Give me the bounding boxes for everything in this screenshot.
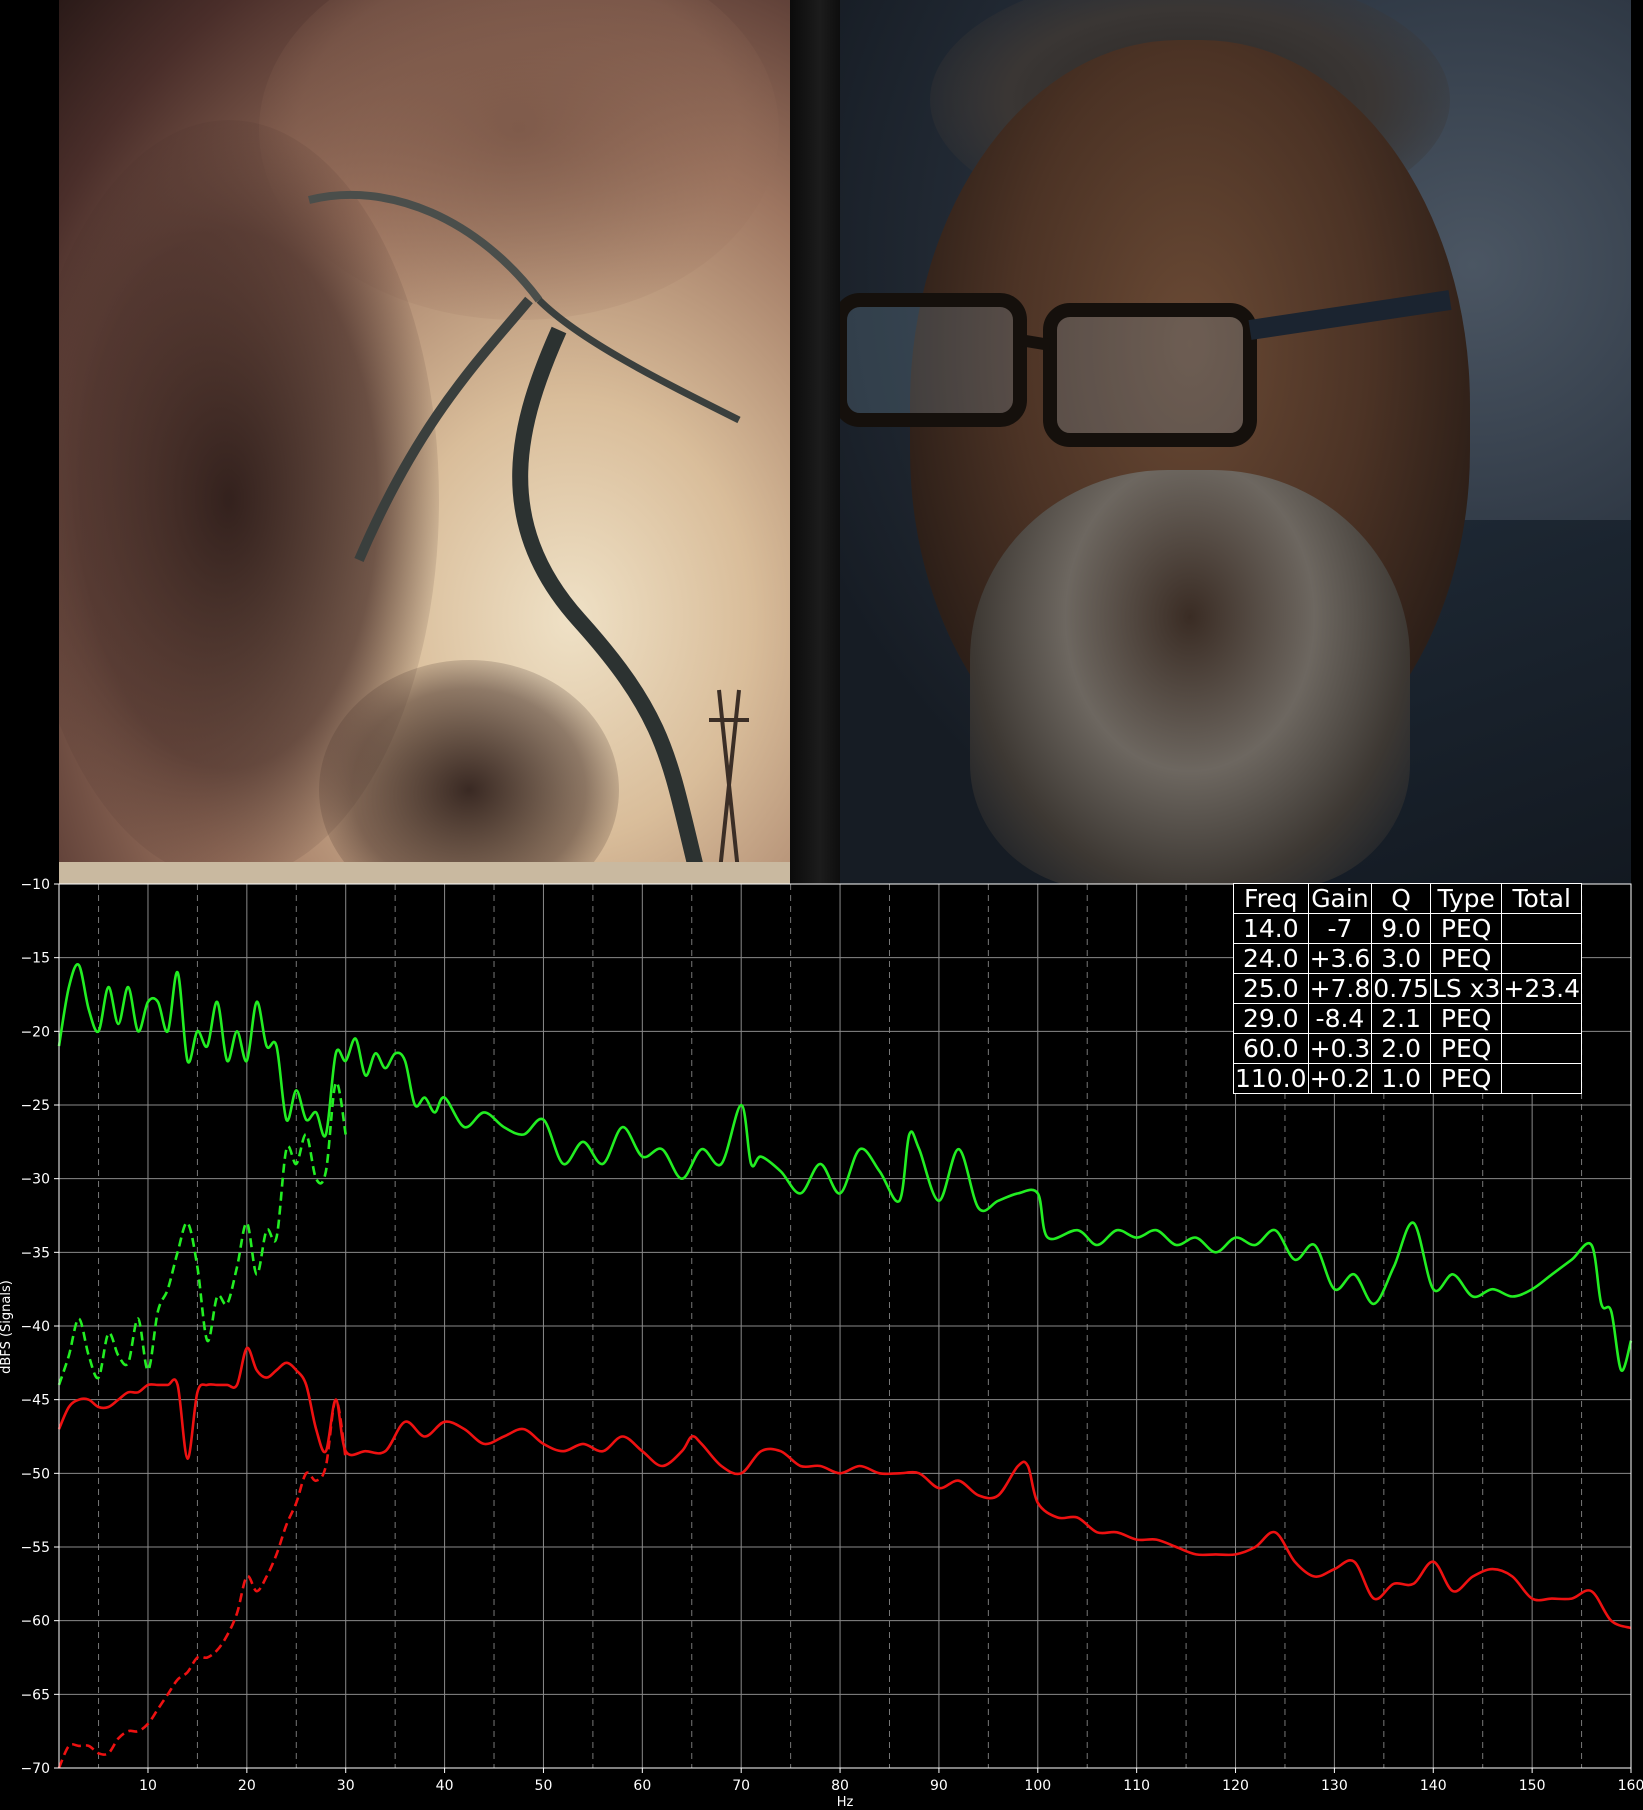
cell-total <box>1501 913 1583 944</box>
x-tick-label: 70 <box>732 1778 750 1794</box>
header-total: Total <box>1501 883 1583 914</box>
cell-type: PEQ <box>1429 913 1503 944</box>
x-tick-label: 150 <box>1519 1778 1546 1794</box>
table-row: 29.0 -8.4 2.1 PEQ <box>1233 1003 1583 1034</box>
x-tick-label: 60 <box>633 1778 651 1794</box>
cell-gain: -8.4 <box>1307 1003 1373 1034</box>
x-axis-label: Hz <box>837 1795 854 1810</box>
cell-type: LS x3 <box>1429 973 1503 1004</box>
y-tick-label: −65 <box>20 1687 50 1703</box>
table-row: 60.0 +0.3 2.0 PEQ <box>1233 1033 1583 1064</box>
smoke-tripod-photo <box>59 0 790 884</box>
cell-freq: 29.0 <box>1233 1003 1309 1034</box>
y-tick-label: −40 <box>20 1319 50 1335</box>
cell-freq: 60.0 <box>1233 1033 1309 1064</box>
series-lines <box>57 963 1633 1769</box>
cell-freq: 14.0 <box>1233 913 1309 944</box>
x-tick-label: 30 <box>337 1778 355 1794</box>
cell-total <box>1501 1003 1583 1034</box>
y-tick-label: −15 <box>20 951 50 967</box>
header-freq: Freq <box>1233 883 1309 914</box>
x-tick-label: 20 <box>238 1778 256 1794</box>
header-q: Q <box>1371 883 1431 914</box>
x-tick-label: 40 <box>436 1778 454 1794</box>
cell-q: 2.0 <box>1371 1033 1431 1064</box>
x-tick-label: 110 <box>1123 1778 1150 1794</box>
table-row: 25.0 +7.8 0.75 LS x3 +23.4 <box>1233 973 1583 1004</box>
x-tick-label: 80 <box>831 1778 849 1794</box>
cell-type: PEQ <box>1429 943 1503 974</box>
man-with-glasses-photo <box>840 0 1631 884</box>
y-tick-label: −45 <box>20 1393 50 1409</box>
cell-q: 0.75 <box>1371 973 1431 1004</box>
y-tick-label: −60 <box>20 1614 50 1630</box>
series-line-3 <box>57 1398 347 1769</box>
cell-total <box>1501 1033 1583 1064</box>
y-axis-label: dBFS (Signals) <box>0 1280 14 1374</box>
x-tick-label: 160 <box>1618 1778 1643 1794</box>
x-tick-label: 120 <box>1222 1778 1249 1794</box>
x-tick-label: 50 <box>535 1778 553 1794</box>
tick-labels: 10 20 30 40 50 60 70 80 90 100 110 120 130 140 150 160 −… <box>20 877 1643 1794</box>
cell-gain: +3.6 <box>1307 943 1373 974</box>
photo-divider <box>790 0 840 884</box>
cell-q: 2.1 <box>1371 1003 1431 1034</box>
x-tick-label: 100 <box>1024 1778 1051 1794</box>
eq-table-header-row: Freq Gain Q Type Total <box>1233 883 1583 914</box>
cell-type: PEQ <box>1429 1033 1503 1064</box>
y-tick-label: −55 <box>20 1540 50 1556</box>
cell-freq: 24.0 <box>1233 943 1309 974</box>
axes <box>54 883 1632 1773</box>
y-tick-label: −30 <box>20 1172 50 1188</box>
cell-type: PEQ <box>1429 1063 1503 1094</box>
eq-table: Freq Gain Q Type Total 14.0 -7 9.0 PEQ 2… <box>1233 883 1583 1094</box>
series-line-2 <box>57 1346 1632 1630</box>
table-row: 110.0 +0.2 1.0 PEQ <box>1233 1063 1583 1094</box>
x-tick-label: 90 <box>930 1778 948 1794</box>
table-row: 24.0 +3.6 3.0 PEQ <box>1233 943 1583 974</box>
cell-gain: +7.8 <box>1307 973 1373 1004</box>
header-type: Type <box>1429 883 1503 914</box>
x-tick-label: 130 <box>1321 1778 1348 1794</box>
table-row: 14.0 -7 9.0 PEQ <box>1233 913 1583 944</box>
cell-type: PEQ <box>1429 1003 1503 1034</box>
x-tick-label: 10 <box>139 1778 157 1794</box>
y-tick-label: −50 <box>20 1466 50 1482</box>
x-tick-label: 140 <box>1420 1778 1447 1794</box>
cell-total <box>1501 1063 1583 1094</box>
cell-total: +23.4 <box>1501 973 1583 1004</box>
series-line-1 <box>57 1081 347 1386</box>
cell-gain: +0.2 <box>1307 1063 1373 1094</box>
plot-frame <box>58 883 1632 1769</box>
y-tick-label: −25 <box>20 1098 50 1114</box>
cell-total <box>1501 943 1583 974</box>
cell-q: 1.0 <box>1371 1063 1431 1094</box>
y-tick-label: −70 <box>20 1761 50 1777</box>
photo-strip <box>59 0 1631 884</box>
cell-freq: 25.0 <box>1233 973 1309 1004</box>
y-tick-label: −35 <box>20 1245 50 1261</box>
y-tick-label: −10 <box>20 877 50 893</box>
cell-freq: 110.0 <box>1233 1063 1309 1094</box>
header-gain: Gain <box>1307 883 1373 914</box>
cell-q: 9.0 <box>1371 913 1431 944</box>
series-line-0 <box>57 963 1633 1372</box>
cell-q: 3.0 <box>1371 943 1431 974</box>
cell-gain: +0.3 <box>1307 1033 1373 1064</box>
cell-gain: -7 <box>1307 913 1373 944</box>
y-tick-label: −20 <box>20 1024 50 1040</box>
